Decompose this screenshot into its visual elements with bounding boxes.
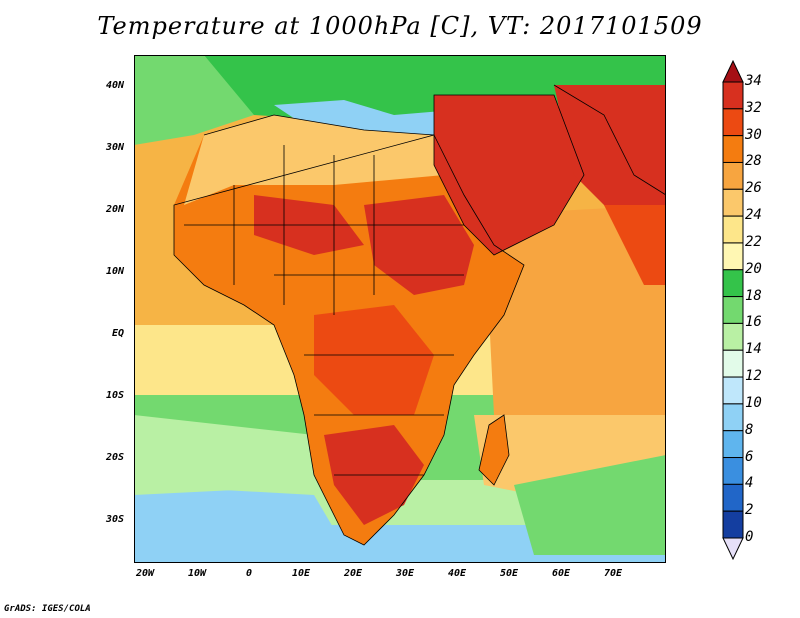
colorbar-top-arrow	[722, 60, 744, 83]
colorbar-tick-label: 34	[745, 73, 762, 89]
indian-ocean-warm	[484, 205, 666, 455]
colorbar-tick-label: 14	[745, 341, 762, 358]
colorbar-box	[722, 430, 744, 459]
colorbar-tick-label: 8	[745, 421, 754, 438]
lon-label: 20E	[343, 568, 363, 579]
madagascar-land	[479, 415, 509, 485]
lat-label: 20N	[105, 204, 124, 215]
colorbar-box	[722, 483, 744, 512]
colorbar-box	[722, 376, 744, 405]
lon-label: 20W	[135, 568, 155, 579]
colorbar-box	[722, 135, 744, 163]
lon-label: 50E	[499, 568, 519, 579]
south-atlantic-cold	[134, 485, 354, 563]
lon-label: 30E	[395, 568, 415, 579]
map-frame	[134, 55, 666, 563]
colorbar	[722, 60, 744, 560]
lat-label: EQ	[111, 328, 124, 339]
colorbar-box	[722, 188, 744, 217]
colorbar-tick-label: 2	[745, 502, 754, 519]
india-warm	[604, 205, 666, 285]
lat-label: 30S	[105, 514, 124, 525]
colorbar-box	[722, 403, 744, 432]
country-borders	[173, 84, 666, 546]
colorbar-box	[722, 161, 744, 190]
colorbar-box	[722, 242, 744, 271]
colorbar-tick-label: 12	[745, 368, 762, 385]
lon-label: 60E	[551, 568, 571, 579]
colorbar-box	[722, 81, 744, 110]
chart-title: Temperature at 1000hPa [C], VT: 20171015…	[97, 12, 703, 40]
lat-label: 30N	[105, 142, 124, 153]
colorbar-tick-label: 0	[745, 529, 754, 545]
colorbar-box	[722, 215, 744, 244]
south-indian-cool	[514, 455, 666, 555]
colorbar-box	[722, 457, 744, 485]
south-atlantic-cool	[134, 415, 334, 495]
colorbar-tick-label: 18	[745, 287, 762, 304]
colorbar-tick-label: 6	[745, 448, 754, 465]
lat-label: 10S	[105, 390, 124, 401]
central-africa-warm	[314, 305, 434, 415]
lon-label: 40E	[447, 568, 467, 579]
lat-label: 40N	[105, 80, 124, 91]
colorbar-tick-label: 28	[745, 153, 762, 170]
colorbar-box	[722, 269, 744, 298]
east-africa-hot	[364, 195, 474, 295]
colorbar-bottom-arrow	[722, 537, 744, 560]
north-africa-mild	[184, 115, 444, 205]
colorbar-tick-label: 26	[745, 180, 762, 197]
lon-label: 70E	[603, 568, 623, 579]
colorbar-tick-label: 10	[745, 394, 762, 411]
lat-label: 20S	[105, 452, 124, 463]
colorbar-box	[722, 349, 744, 378]
colorbar-box	[722, 322, 744, 351]
mediterranean-sea	[274, 100, 454, 140]
lat-label: 10N	[105, 266, 124, 277]
lon-label: 0	[245, 568, 253, 579]
temperature-map	[134, 55, 666, 563]
arabia-hot	[434, 95, 584, 255]
colorbar-box	[722, 108, 744, 137]
lon-label: 10E	[291, 568, 311, 579]
colorbar-tick-label: 4	[745, 475, 754, 492]
map-panel	[134, 55, 666, 563]
lon-label: 10W	[187, 568, 207, 579]
colorbar-tick-label: 24	[745, 207, 762, 224]
colorbar-tick-label: 22	[745, 233, 762, 250]
colorbar-tick-label: 30	[745, 126, 762, 143]
colorbar-tick-label: 32	[745, 99, 762, 116]
colorbar-tick-label: 20	[745, 260, 762, 277]
colorbar-tick-label: 16	[745, 314, 762, 331]
colorbar-box	[722, 296, 744, 324]
colorbar-box	[722, 510, 744, 539]
credit-text: GrADS: IGES/COLA	[4, 604, 91, 614]
